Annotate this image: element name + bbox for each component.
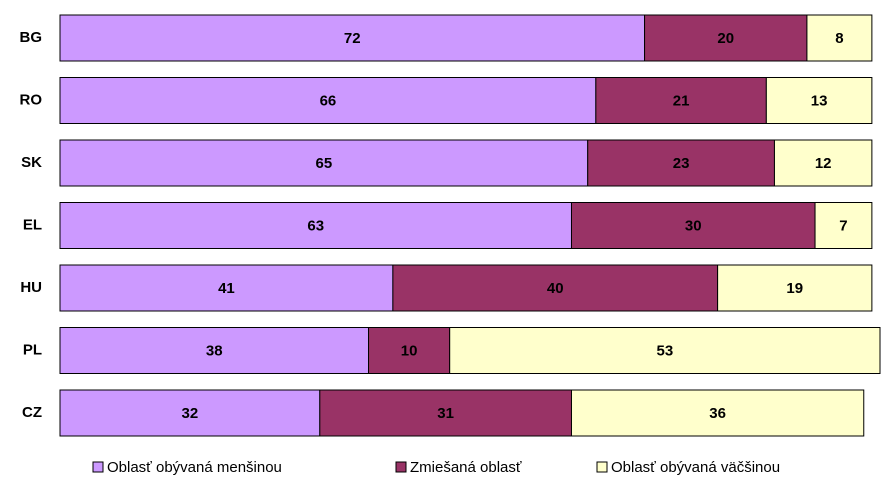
value-label: 19: [786, 280, 803, 297]
bar-segment: [806, 14, 873, 62]
legend-swatch: [92, 461, 104, 473]
value-label: 65: [316, 155, 333, 172]
value-label: 13: [811, 92, 828, 109]
category-label: HU: [20, 279, 42, 296]
bar-segment: [773, 139, 873, 187]
legend-swatch: [596, 461, 608, 473]
bar-segment: [59, 14, 646, 62]
value-label: 36: [709, 405, 726, 422]
legend-label: Zmiešaná oblasť: [410, 459, 522, 476]
category-label: BG: [20, 29, 43, 46]
category-label: SK: [21, 154, 42, 171]
value-label: 12: [815, 155, 832, 172]
value-label: 53: [657, 342, 674, 359]
value-label: 30: [685, 217, 702, 234]
bar-segment: [319, 389, 572, 437]
category-label: EL: [23, 216, 42, 233]
bar-segment: [587, 139, 775, 187]
category-label: PL: [23, 341, 42, 358]
value-label: 31: [437, 405, 454, 422]
value-label: 32: [182, 405, 199, 422]
bar-segment: [765, 77, 873, 124]
bar-segment: [59, 264, 394, 312]
value-label: 63: [307, 217, 324, 234]
bar-segment: [59, 77, 597, 124]
bar-segment: [59, 139, 589, 187]
legend-label: Oblasť obývaná menšinou: [107, 459, 282, 476]
value-label: 8: [835, 30, 843, 47]
value-label: 23: [673, 155, 690, 172]
bar-segment: [59, 327, 370, 374]
value-label: 41: [218, 280, 235, 297]
bar-segment: [368, 327, 451, 374]
legend-label: Oblasť obývaná väčšinou: [611, 459, 780, 476]
value-label: 72: [344, 30, 361, 47]
category-label: CZ: [22, 404, 42, 421]
value-label: 20: [717, 30, 734, 47]
value-label: 7: [839, 217, 847, 234]
bar-segment: [717, 264, 873, 312]
value-label: 21: [673, 92, 690, 109]
value-label: 10: [401, 342, 418, 359]
bar-segment: [644, 14, 808, 62]
bar-segment: [595, 77, 767, 124]
bar-segment: [392, 264, 719, 312]
value-label: 38: [206, 342, 223, 359]
value-label: 66: [320, 92, 337, 109]
value-label: 40: [547, 280, 564, 297]
bar-segment: [59, 202, 572, 249]
legend-swatch: [395, 461, 407, 473]
bar-segment: [59, 389, 321, 437]
category-label: RO: [20, 91, 43, 108]
bar-segment: [449, 327, 881, 374]
bar-segment: [570, 389, 865, 437]
bar-segment: [814, 202, 873, 249]
